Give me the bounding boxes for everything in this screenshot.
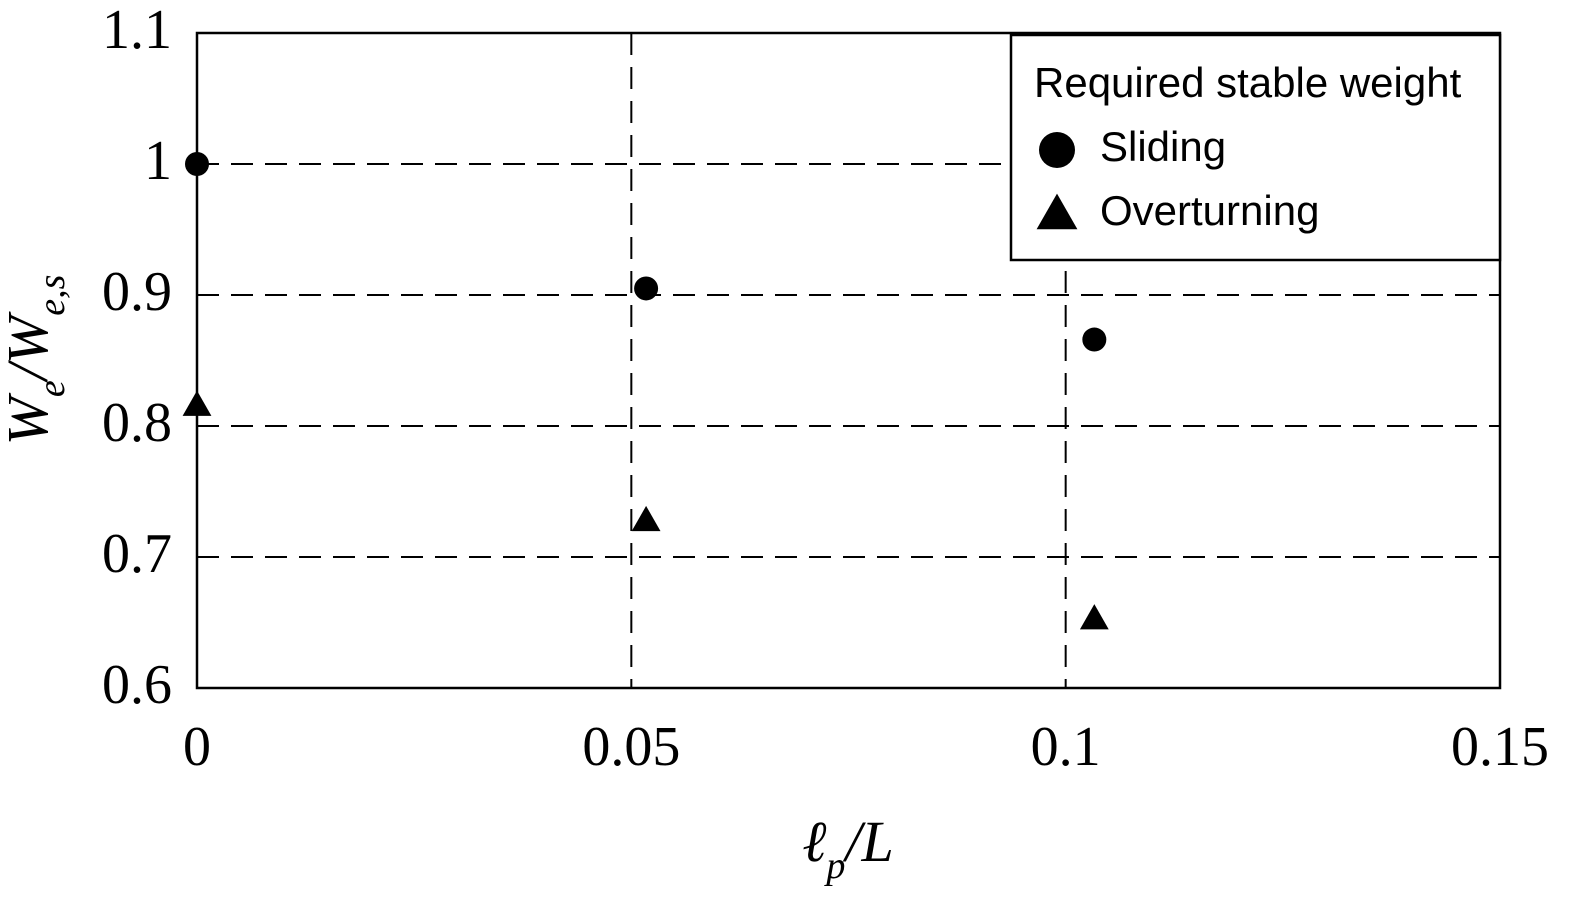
triangle-marker [182,390,212,416]
triangle-marker [631,505,661,532]
triangle-marker [1036,193,1078,230]
x-tick-label: 0 [183,716,211,778]
y-tick-label: 0.6 [102,654,172,716]
legend-title: Required stable weight [1034,59,1462,106]
circle-marker [185,152,209,176]
y-tick-label: 0.9 [102,261,172,323]
y-tick-label: 1 [144,130,172,192]
x-tick-label: 0.15 [1451,716,1549,778]
y-axis-label: We/We,s [0,275,73,446]
y-tick-label: 0.7 [102,523,172,585]
plot-frame [195,31,1502,690]
x-axis-label: ℓp/L [802,809,894,886]
y-tick-label: 1.1 [102,0,172,61]
x-tick-label: 0.05 [582,716,680,778]
legend-label: Overturning [1100,187,1319,234]
legend-label: Sliding [1100,123,1226,170]
legend-box [1009,33,1502,262]
circle-marker [1039,132,1075,168]
x-tick-label: 0.1 [1031,716,1101,778]
y-tick-label: 0.8 [102,392,172,454]
circle-marker [634,276,659,301]
circle-marker [1082,327,1107,352]
triangle-marker [1079,604,1109,630]
